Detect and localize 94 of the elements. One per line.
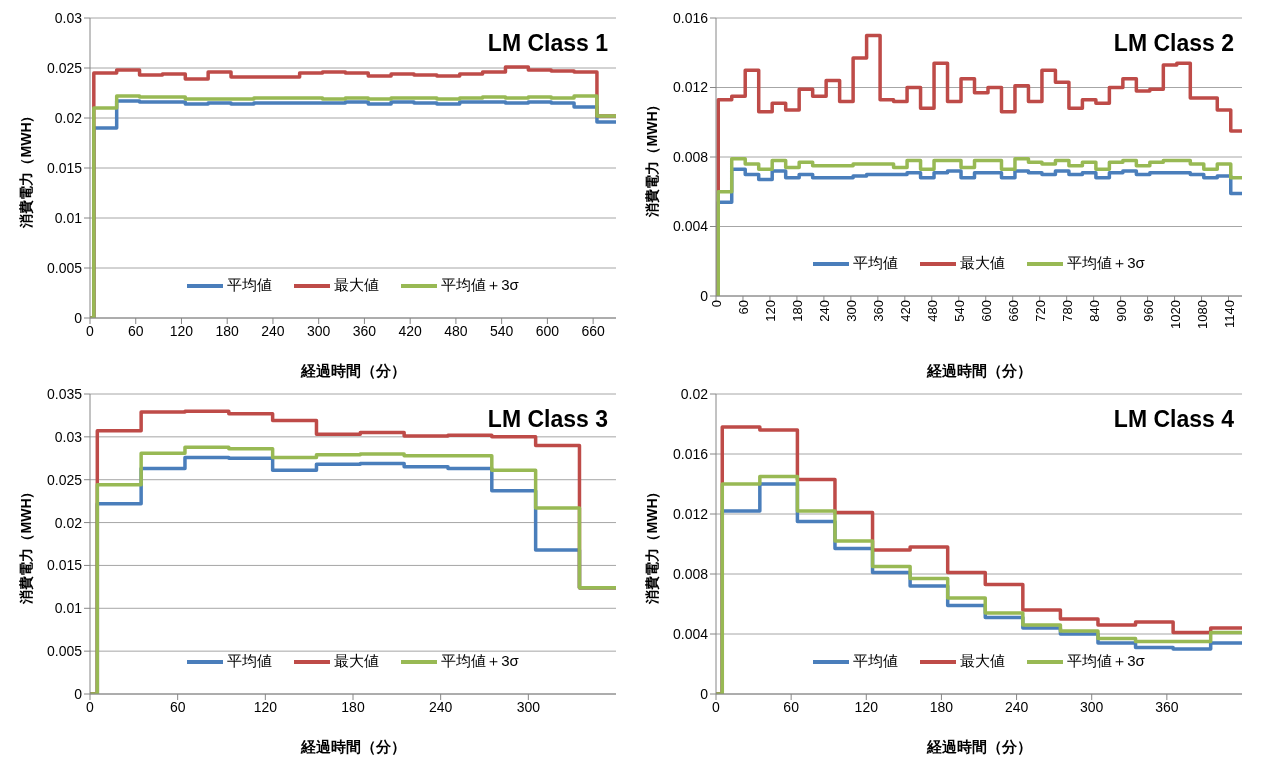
x-tick-label: 600 <box>978 300 994 322</box>
y-tick-label: 0.012 <box>672 505 709 522</box>
text: LM Class 4 <box>1113 406 1234 433</box>
x-tick-label: 660 <box>581 322 606 339</box>
legend-label: 平均値 <box>227 276 273 295</box>
x-tick-label: 360 <box>1155 698 1179 715</box>
x-tick-label: 120 <box>169 322 194 339</box>
x-tick-label: 480 <box>925 300 941 322</box>
x-tick-label: 180 <box>790 300 806 322</box>
y-tick-label: 0.005 <box>46 259 83 276</box>
x-tick-label: 480 <box>444 322 468 339</box>
x-tick-label: 840 <box>1086 300 1102 322</box>
y-tick-label: 0.01 <box>54 209 83 226</box>
y-tick-label: 0.016 <box>672 445 709 462</box>
y-tick-label: 0.004 <box>672 218 709 235</box>
y-tick-label: 0 <box>74 685 83 702</box>
x-tick-label: 240 <box>428 698 453 715</box>
y-tick-label: 0.008 <box>672 565 709 582</box>
x-tick-label: 300 <box>1080 698 1104 715</box>
y-axis-title: 消費電力（MWH） <box>643 97 660 218</box>
x-tick-label: 120 <box>763 300 779 322</box>
y-tick-label: 0.016 <box>672 9 709 26</box>
y-tick-label: 0.015 <box>46 159 83 176</box>
x-tick-label: 660 <box>1005 300 1021 322</box>
legend-label: 平均値 <box>853 652 899 671</box>
x-tick-label: 300 <box>844 300 860 322</box>
y-tick-label: 0.01 <box>54 600 83 617</box>
x-axis-title: 経過時間（分） <box>299 362 406 379</box>
x-tick-label: 900 <box>1113 300 1129 322</box>
x-tick-label: 240 <box>1004 698 1029 715</box>
y-tick-label: 0 <box>700 685 709 702</box>
x-tick-label: 540 <box>489 322 514 339</box>
x-tick-label: 120 <box>253 698 278 715</box>
y-tick-label: 0.004 <box>672 625 709 642</box>
x-tick-label: 60 <box>169 698 186 715</box>
legend-label: 平均値＋3σ <box>1067 652 1145 671</box>
x-tick-label: 360 <box>352 322 377 339</box>
x-tick-label: 1140 <box>1221 300 1237 328</box>
x-tick-label: 300 <box>516 698 541 715</box>
x-tick-label: 720 <box>1032 300 1048 322</box>
text: LM Class 1 <box>487 30 608 57</box>
y-tick-label: 0.035 <box>46 385 83 402</box>
x-tick-label: 60 <box>783 698 800 715</box>
legend-label: 平均値 <box>853 254 899 273</box>
legend-label: 最大値 <box>334 276 380 295</box>
y-tick-label: 0.02 <box>54 514 83 531</box>
x-axis-title: 経過時間（分） <box>925 362 1032 379</box>
x-tick-label: 1080 <box>1194 300 1210 329</box>
y-axis-title: 消費電力（MWH） <box>643 484 660 605</box>
x-tick-label: 420 <box>398 322 423 339</box>
x-tick-label: 120 <box>854 698 879 715</box>
legend-label: 平均値 <box>227 652 273 671</box>
y-axis-title: 消費電力（MWH） <box>17 484 34 605</box>
x-tick-label: 180 <box>341 698 365 715</box>
y-tick-label: 0.03 <box>54 9 83 26</box>
x-tick-label: 0 <box>709 300 725 308</box>
legend-label: 最大値 <box>960 652 1006 671</box>
legend-label: 最大値 <box>960 254 1006 273</box>
legend-label: 最大値 <box>334 652 380 671</box>
x-tick-label: 1020 <box>1167 300 1183 329</box>
text: LM Class 2 <box>1113 30 1234 57</box>
x-tick-label: 180 <box>215 322 240 339</box>
x-tick-label: 300 <box>307 322 331 339</box>
x-axis-title: 経過時間（分） <box>925 738 1032 755</box>
x-tick-label: 240 <box>261 322 285 339</box>
y-axis-title: 消費電力（MWH） <box>17 108 34 229</box>
y-tick-label: 0.015 <box>46 557 83 574</box>
y-tick-label: 0 <box>700 287 709 304</box>
legend-label: 平均値＋3σ <box>441 276 519 295</box>
x-tick-label: 420 <box>898 300 914 322</box>
y-tick-label: 0.025 <box>46 471 83 488</box>
x-tick-label: 0 <box>86 698 95 715</box>
y-tick-label: 0.008 <box>672 148 709 165</box>
y-tick-label: 0.03 <box>54 428 83 445</box>
x-axis-title: 経過時間（分） <box>299 738 406 755</box>
x-tick-label: 0 <box>712 698 721 715</box>
x-tick-label: 960 <box>1140 300 1156 322</box>
legend-label: 平均値＋3σ <box>441 652 519 671</box>
y-tick-label: 0.02 <box>54 109 83 126</box>
x-tick-label: 0 <box>86 322 95 339</box>
y-tick-label: 0.025 <box>46 59 83 76</box>
x-tick-label: 60 <box>127 322 144 339</box>
y-tick-label: 0.02 <box>680 385 709 402</box>
x-tick-label: 180 <box>929 698 954 715</box>
x-tick-label: 240 <box>817 300 833 322</box>
x-tick-label: 540 <box>952 300 967 322</box>
y-tick-label: 0.005 <box>46 643 83 660</box>
x-tick-label: 60 <box>736 300 752 315</box>
y-tick-label: 0.012 <box>672 79 709 96</box>
legend-label: 平均値＋3σ <box>1067 254 1145 273</box>
x-tick-label: 360 <box>871 300 887 322</box>
x-tick-label: 600 <box>535 322 560 339</box>
x-tick-label: 780 <box>1059 300 1075 322</box>
text: LM Class 3 <box>487 406 608 433</box>
